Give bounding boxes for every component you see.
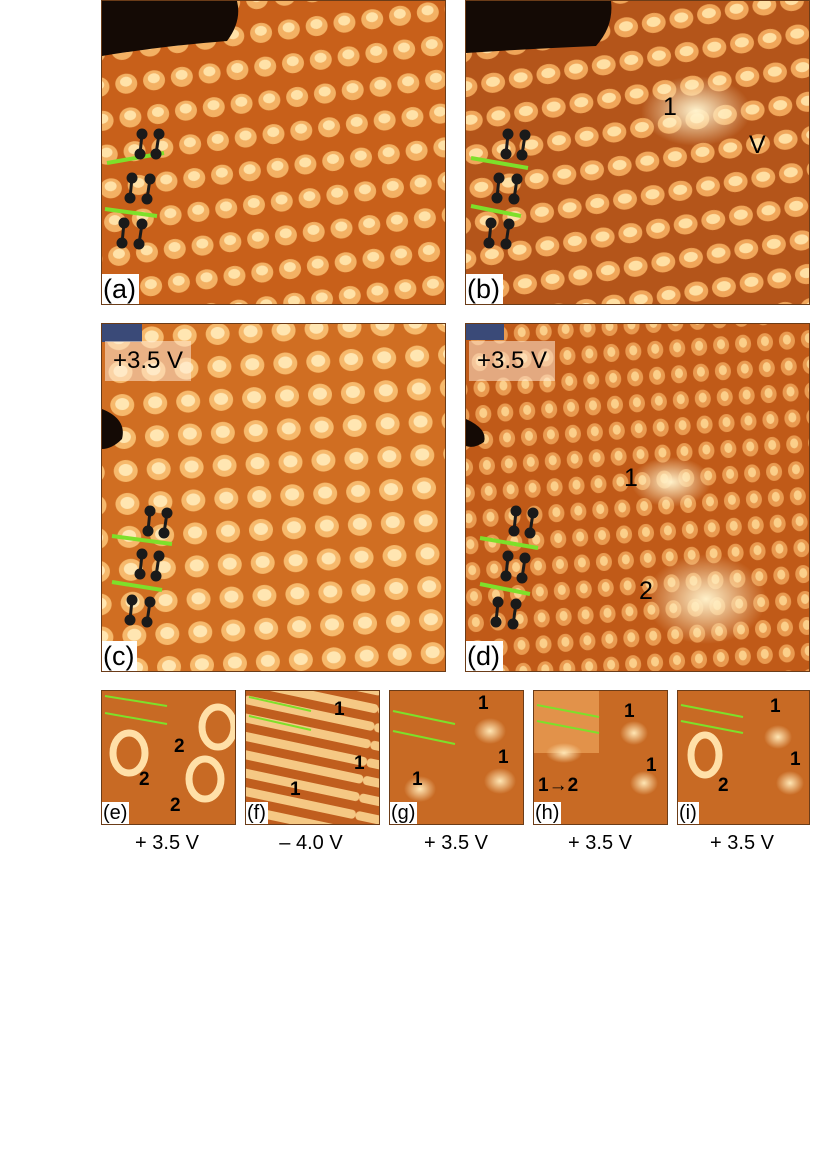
defect-label: 1 [624,464,638,492]
stm-image-h: 1 1 1→2 (h) [533,690,668,825]
defect-label: 2 [139,769,150,790]
defect-label: 1 [790,749,801,770]
panel-label: (d) [466,641,503,671]
panel-label: (h) [534,802,562,824]
vacancy-label: V [749,131,766,159]
bias-caption: – 4.0 V [279,832,343,854]
defect-label: 1 [646,755,657,776]
defect-label: 1 [412,769,423,790]
defect-label: 2 [639,577,653,605]
panel-label: (i) [678,802,699,824]
stm-image-g: 1 1 1 (g) [389,690,524,825]
panel-label: (c) [102,641,138,671]
stm-image-a: (a) [101,0,446,305]
stm-texture-a [102,1,445,304]
stm-image-f: 1 1 1 (f) [245,690,380,825]
defect-label: 1 [663,93,677,121]
defect-label: 1 [334,699,345,720]
stm-image-b: 1 V (b) [465,0,810,305]
panel-label: (a) [102,274,139,304]
stm-image-e: 2 2 2 (e) [101,690,236,825]
panel-label: (e) [102,802,130,824]
bias-caption: + 3.5 V [710,832,774,854]
stm-texture-c [102,324,445,671]
panel-label: (g) [390,802,418,824]
bias-caption: + 3.5 V [135,832,199,854]
defect-label: 2 [170,795,181,816]
stm-image-i: 1 1 2 (i) [677,690,810,825]
defect-label: 1 [498,747,509,768]
stm-texture-d [466,324,809,671]
stm-texture-e [102,691,235,824]
bias-caption: + 3.5 V [424,832,488,854]
defect-label: 1 [354,753,365,774]
panel-label: (f) [246,802,268,824]
defect-label: 1 [290,779,301,800]
bias-label: +3.5 V [105,341,192,381]
bias-label: +3.5 V [469,341,556,381]
defect-label: 2 [174,736,185,757]
defect-label: 2 [718,775,729,796]
defect-label: 1 [478,693,489,714]
stm-image-c: +3.5 V (c) [101,323,446,672]
stm-texture-f [246,691,379,824]
stm-image-d: +3.5 V 1 2 (d) [465,323,810,672]
defect-label: 1→2 [538,775,579,796]
panel-label: (b) [466,274,503,304]
defect-label: 1 [770,696,781,717]
defect-label: 1 [624,701,635,722]
bias-caption: + 3.5 V [568,832,632,854]
